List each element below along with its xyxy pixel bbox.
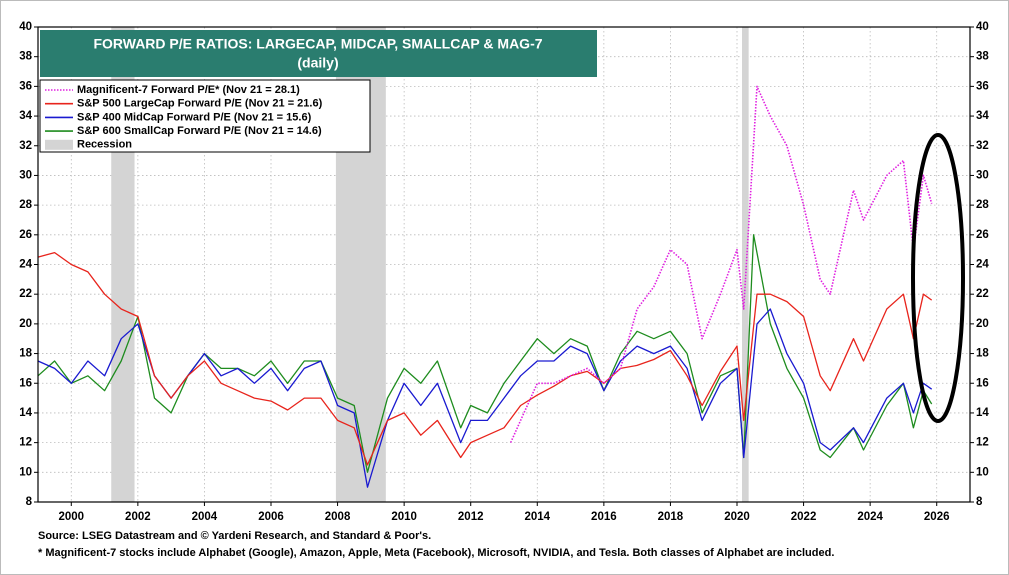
source-note: Source: LSEG Datastream and © Yardeni Re…	[38, 530, 431, 542]
y-tick-label: 10	[19, 466, 32, 478]
legend-label: S&P 600 SmallCap Forward P/E (Nov 21 = 1…	[77, 125, 322, 137]
series-line	[37, 251, 933, 466]
y2-tick-label: 36	[976, 80, 989, 92]
y-tick-label: 28	[19, 199, 32, 211]
y2-tick-label: 26	[976, 229, 989, 241]
y-tick-label: 34	[19, 110, 32, 122]
y2-tick-label: 30	[976, 169, 989, 181]
y2-tick-label: 28	[976, 199, 989, 211]
y-tick-label: 26	[19, 229, 32, 241]
legend-label: S&P 500 LargeCap Forward P/E (Nov 21 = 2…	[77, 98, 323, 110]
series-line	[37, 308, 933, 488]
legend-label: Magnificent-7 Forward P/E* (Nov 21 = 28.…	[77, 84, 300, 96]
x-tick-label: 2004	[192, 511, 218, 523]
chart-subtitle: (daily)	[297, 55, 338, 71]
y2-tick-label: 14	[976, 407, 989, 419]
y-tick-label: 36	[19, 80, 32, 92]
y2-tick-label: 40	[976, 21, 989, 33]
legend-label: S&P 400 MidCap Forward P/E (Nov 21 = 15.…	[77, 111, 312, 123]
y2-tick-label: 22	[976, 288, 989, 300]
recession-band	[741, 27, 749, 502]
y-tick-label: 8	[26, 496, 33, 508]
x-tick-label: 2024	[857, 511, 883, 523]
y2-tick-label: 18	[976, 348, 989, 360]
x-tick-label: 2010	[391, 511, 417, 523]
y-tick-label: 24	[19, 259, 32, 271]
chart-title: FORWARD P/E RATIOS: LARGECAP, MIDCAP, SM…	[93, 36, 542, 52]
x-tick-label: 2008	[325, 511, 351, 523]
y2-tick-label: 8	[976, 496, 983, 508]
y2-tick-label: 38	[976, 51, 989, 63]
legend: Magnificent-7 Forward P/E* (Nov 21 = 28.…	[45, 84, 323, 151]
y2-tick-label: 20	[976, 318, 989, 330]
legend-box	[39, 79, 371, 153]
y-tick-label: 40	[19, 21, 32, 33]
y-tick-label: 30	[19, 169, 32, 181]
y2-tick-label: 10	[976, 466, 989, 478]
x-tick-label: 2002	[125, 511, 151, 523]
x-tick-label: 2018	[658, 511, 684, 523]
x-tick-label: 2026	[924, 511, 950, 523]
y-tick-label: 18	[19, 348, 32, 360]
footnote: * Magnificent-7 stocks include Alphabet …	[38, 547, 834, 559]
y-tick-label: 22	[19, 288, 32, 300]
x-tick-label: 2006	[258, 511, 284, 523]
x-tick-label: 2020	[724, 511, 750, 523]
title-box	[40, 30, 597, 77]
x-tick-label: 2012	[458, 511, 484, 523]
y-tick-label: 12	[19, 437, 32, 449]
y-tick-label: 32	[19, 140, 32, 152]
x-tick-label: 2014	[524, 511, 550, 523]
y-tick-label: 14	[19, 407, 32, 419]
series-line	[509, 85, 933, 443]
highlight-ellipse	[911, 133, 965, 423]
x-tick-label: 2016	[591, 511, 617, 523]
y2-tick-label: 32	[976, 140, 989, 152]
x-tick-label: 2000	[58, 511, 84, 523]
line-layer	[37, 85, 933, 488]
legend-swatch	[45, 139, 73, 150]
x-tick-label: 2022	[791, 511, 817, 523]
y-tick-label: 20	[19, 318, 32, 330]
legend-label: Recession	[77, 139, 132, 151]
y2-tick-label: 16	[976, 377, 989, 389]
y2-tick-label: 12	[976, 437, 989, 449]
y2-tick-label: 24	[976, 259, 989, 271]
y-tick-label: 38	[19, 51, 32, 63]
y-tick-label: 16	[19, 377, 32, 389]
y2-tick-label: 34	[976, 110, 989, 122]
